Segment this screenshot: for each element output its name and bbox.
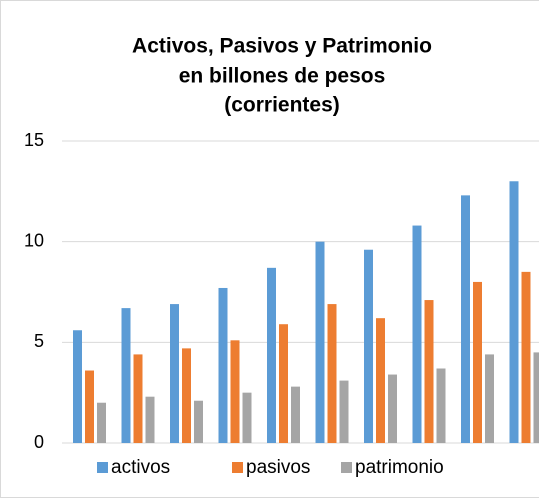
y-tick-label: 10 xyxy=(24,230,44,250)
chart-title: en billones de pesos xyxy=(179,65,386,88)
bar xyxy=(194,400,203,443)
bar xyxy=(485,354,494,443)
bar xyxy=(170,304,179,443)
bar xyxy=(315,241,325,443)
bar xyxy=(376,318,385,443)
bar xyxy=(364,249,373,443)
bar xyxy=(121,308,131,443)
bar xyxy=(388,374,397,443)
bar xyxy=(267,267,276,443)
legend-swatch xyxy=(232,462,243,473)
bar xyxy=(85,370,94,443)
y-tick-label: 15 xyxy=(24,130,44,150)
bar xyxy=(533,352,539,443)
bar xyxy=(145,396,155,443)
bar xyxy=(242,392,252,443)
bar xyxy=(509,181,519,443)
bar xyxy=(461,195,470,443)
bar xyxy=(424,300,434,443)
legend-label: pasivos xyxy=(246,457,310,478)
legend-swatch xyxy=(97,462,108,473)
bar xyxy=(339,380,349,443)
bar xyxy=(291,386,300,443)
chart-title: Activos, Pasivos y Patrimonio xyxy=(132,35,432,58)
bar xyxy=(230,340,240,443)
legend-label: activos xyxy=(111,457,170,478)
bar xyxy=(521,271,531,443)
bar xyxy=(73,330,82,443)
bar xyxy=(327,304,337,443)
bar xyxy=(473,281,482,443)
y-tick-label: 5 xyxy=(34,331,44,351)
chart-title: (corrientes) xyxy=(224,94,340,117)
bar xyxy=(436,368,446,443)
bar xyxy=(133,354,143,443)
bar xyxy=(218,287,228,443)
y-tick-label: 0 xyxy=(34,432,44,452)
bar xyxy=(412,225,422,443)
bar xyxy=(279,324,288,443)
bar xyxy=(97,402,106,443)
legend-label: patrimonio xyxy=(355,457,444,478)
bar xyxy=(182,348,191,443)
legend-swatch xyxy=(341,462,352,473)
